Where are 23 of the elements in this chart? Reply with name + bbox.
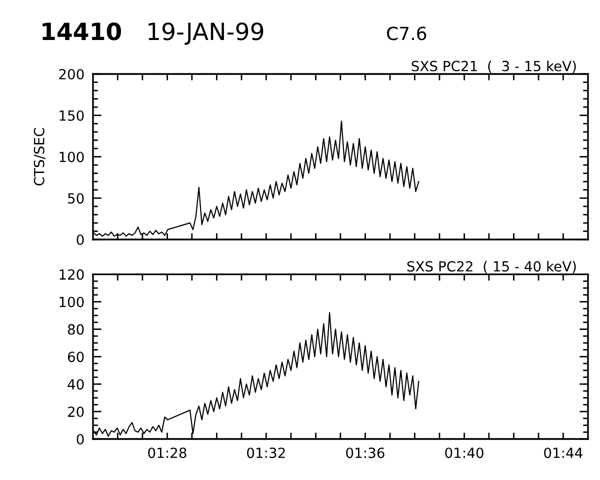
y-tick-label: 150 xyxy=(60,110,84,121)
y-tick-label: 100 xyxy=(60,296,84,308)
y-tick-label: 0 xyxy=(76,234,84,245)
y-tick-label: 80 xyxy=(68,324,84,335)
x-tick-label: 01:44 xyxy=(544,448,582,458)
y-tick-label: 120 xyxy=(60,269,84,280)
x-tick-label: 01:28 xyxy=(148,448,186,458)
y-tick-label: 200 xyxy=(59,68,84,80)
y-tick-label: 0 xyxy=(76,434,84,444)
y-tick-label: 100 xyxy=(60,152,84,162)
chart-title: SXS PC22 ( 15 - 40 keV) xyxy=(407,260,576,274)
y-tick-label: 20 xyxy=(68,406,84,418)
text: 14410 xyxy=(42,22,122,40)
chart-title: SXS PC21 ( 3 - 15 keV) xyxy=(412,60,576,73)
text: C7.6 xyxy=(387,26,426,40)
y-tick-label: 40 xyxy=(68,379,84,390)
x-tick-label: 01:32 xyxy=(247,448,285,458)
text: 19-JAN-99 xyxy=(148,22,264,45)
x-tick-label: 01:40 xyxy=(445,448,484,458)
x-tick-label: 01:36 xyxy=(346,448,384,458)
y-axis-title: CTS/SEC xyxy=(34,128,46,186)
y-tick-label: 50 xyxy=(68,193,84,204)
y-tick-label: 60 xyxy=(68,352,84,362)
